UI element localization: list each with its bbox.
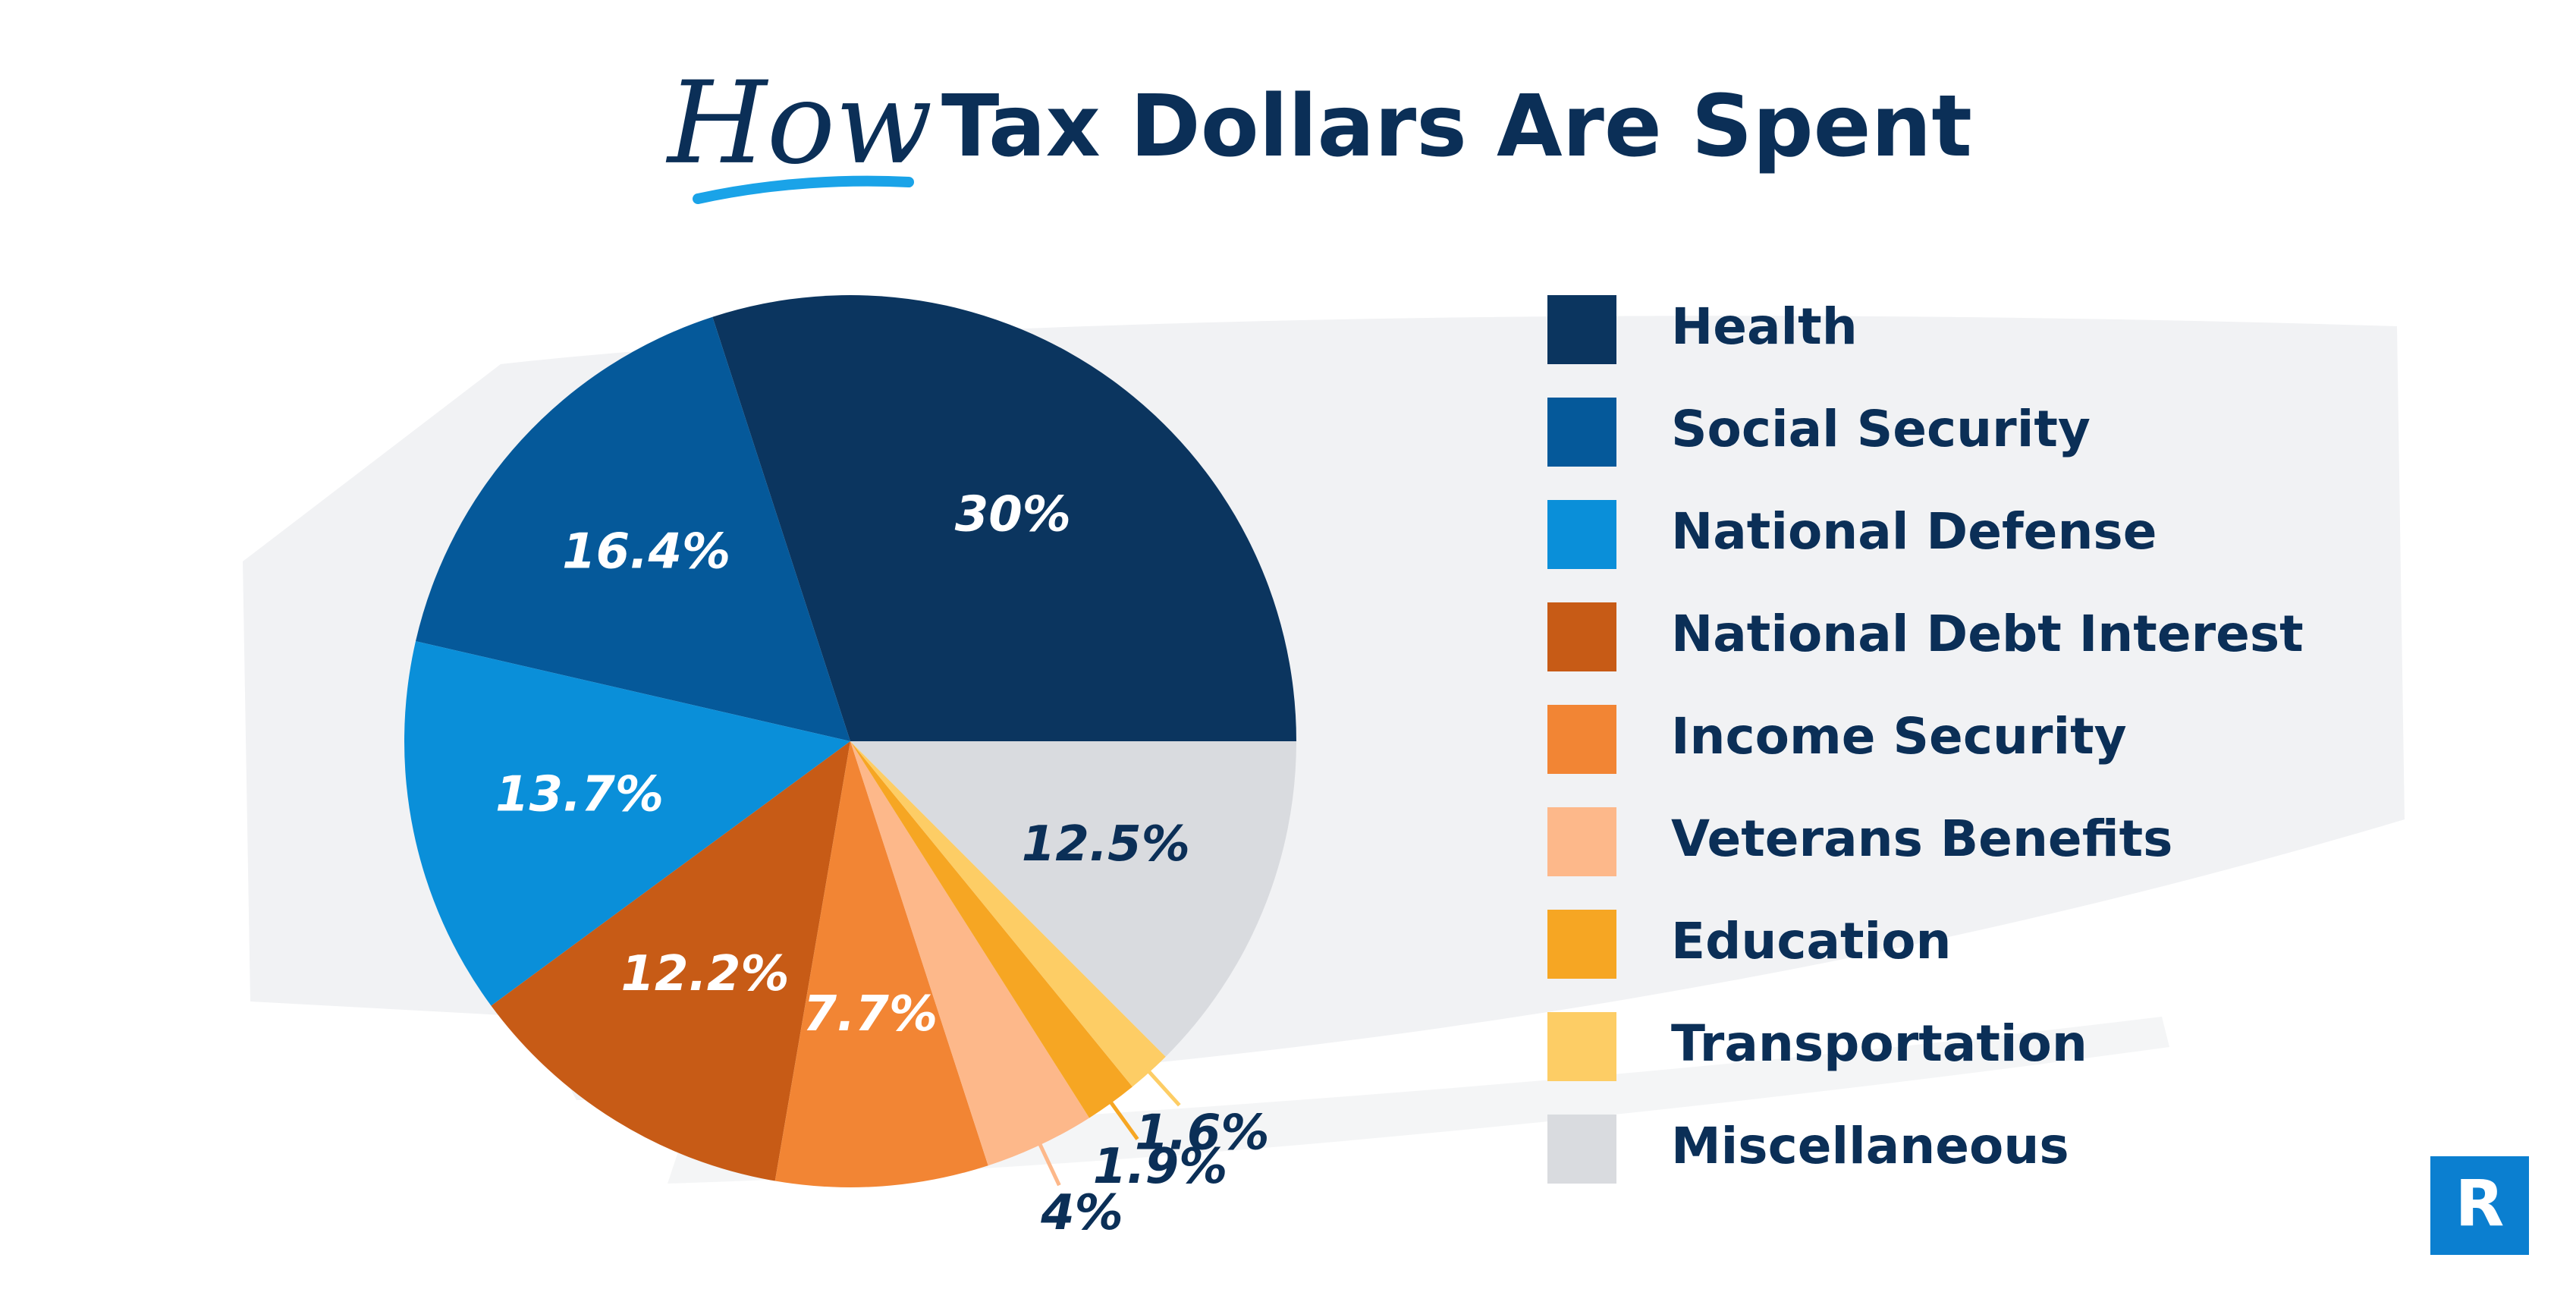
pie: 30% 16.4% 13.7% 12.2%7.7% 4%1.9%1.6% 12.5% xyxy=(404,295,1296,1241)
value-label: 1.9% xyxy=(1093,1139,1228,1195)
legend-swatch xyxy=(1547,398,1616,467)
pie-slice xyxy=(774,741,988,1187)
value-label: 4% xyxy=(1040,1185,1123,1241)
legend-swatch xyxy=(1547,1115,1616,1184)
legend-swatch xyxy=(1547,295,1616,364)
pie-slice xyxy=(850,741,1166,1087)
value-label: 30% xyxy=(955,487,1071,543)
legend-label: National Debt Interest xyxy=(1671,605,2304,663)
title-prefix: How xyxy=(665,58,933,190)
value-label: 7.7% xyxy=(803,986,938,1042)
pie-slice xyxy=(491,741,850,1181)
pie-slice xyxy=(850,741,1090,1166)
legend-label: Transportation xyxy=(1671,1014,2088,1073)
legend-swatch xyxy=(1547,705,1616,774)
value-label: 1.6% xyxy=(1135,1105,1270,1161)
legend-swatch xyxy=(1547,602,1616,671)
chart-title: Tax Dollars Are Spent xyxy=(941,77,1972,176)
value-label: 12.2% xyxy=(621,946,790,1002)
pie-slice xyxy=(415,316,850,741)
pie-slice xyxy=(850,741,1132,1118)
pie-slice xyxy=(404,641,850,1006)
logo: R xyxy=(2455,1166,2505,1240)
legend-label: National Defense xyxy=(1671,502,2157,561)
legend-swatch xyxy=(1547,1012,1616,1081)
value-label: 16.4% xyxy=(562,524,730,580)
legend-label: Income Security xyxy=(1671,707,2127,766)
legend-swatch xyxy=(1547,807,1616,876)
pie-slice xyxy=(712,295,1296,742)
logo-badge xyxy=(2430,1156,2529,1255)
legend-label: Miscellaneous xyxy=(1671,1117,2069,1175)
leader-line xyxy=(1107,1098,1139,1140)
legend-label: Social Security xyxy=(1671,400,2091,458)
leader-line xyxy=(1145,1067,1181,1107)
legend-swatch xyxy=(1547,500,1616,569)
legend-label: Veterans Benefits xyxy=(1671,810,2172,868)
value-label: 13.7% xyxy=(495,767,664,823)
legend-label: Education xyxy=(1671,912,1951,970)
legend-swatch xyxy=(1547,910,1616,979)
value-label: 12.5% xyxy=(1022,816,1190,873)
pie-slice xyxy=(850,741,1296,1057)
legend: Health Social Security National Defense Nat… xyxy=(1547,295,2304,1184)
leader-line xyxy=(1036,1140,1061,1187)
title-underline xyxy=(693,175,914,204)
legend-label: Health xyxy=(1671,297,1858,356)
